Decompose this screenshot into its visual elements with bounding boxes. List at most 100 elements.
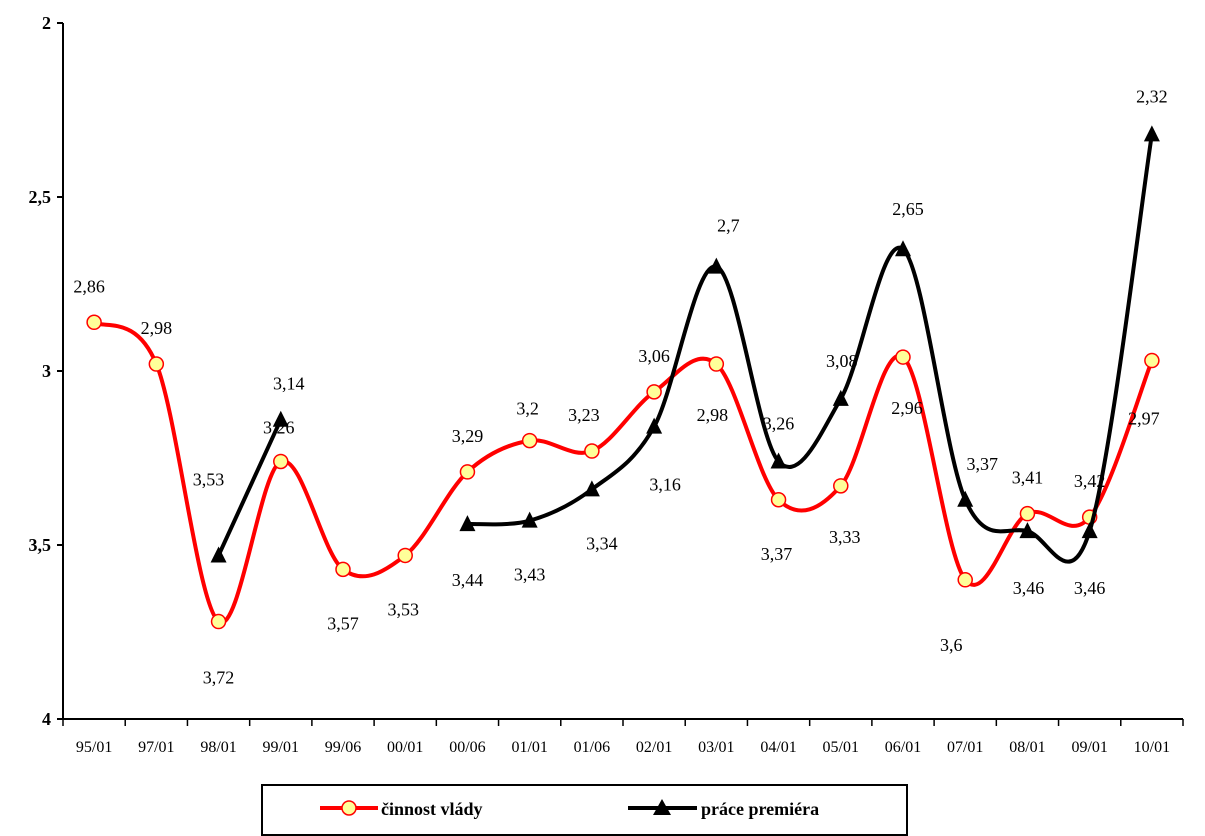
x-tick-label: 08/01	[1009, 739, 1045, 756]
series-1	[86, 314, 1160, 630]
data-label: 3,14	[273, 374, 305, 394]
series-2-point	[708, 257, 725, 274]
series-1-point	[895, 349, 911, 365]
x-tick-label: 00/01	[387, 739, 423, 756]
x-tick-label: 95/01	[76, 739, 112, 756]
data-label: 3,53	[387, 599, 419, 619]
legend-marker-series-1	[341, 800, 357, 816]
series-2-line	[467, 134, 1154, 564]
data-label: 3,41	[1012, 468, 1044, 488]
series-1-point	[708, 356, 725, 372]
series-2-point	[272, 410, 289, 427]
data-label: 3,2	[516, 399, 539, 419]
data-label: 3,43	[514, 565, 546, 585]
legend-marker-series-2	[653, 799, 671, 815]
series-2-line	[216, 418, 283, 557]
x-tick-label: 10/01	[1134, 739, 1170, 756]
x-tick-label: 02/01	[636, 739, 672, 756]
data-label: 2,98	[697, 405, 729, 425]
series-2-point	[646, 417, 663, 434]
data-label: 3,23	[568, 405, 600, 425]
series-1-point	[584, 443, 600, 459]
data-label: 3,26	[263, 417, 295, 437]
data-label: 3,6	[940, 635, 963, 655]
y-tick-label: 3,5	[29, 535, 52, 555]
axes: 2 2,5 3 3,5 4 95/01 97/01 98/01 99/01 99/06 00/01 0…	[29, 13, 1184, 756]
series-1-point	[521, 432, 538, 449]
x-tick-label: 98/01	[200, 739, 236, 756]
data-labels: 2,86 2,98 3,72 3,26 3,57 3,53 3,29 3,2 3,23 3,06 2…	[73, 86, 1167, 687]
data-label: 2,97	[1128, 409, 1160, 429]
data-label: 2,86	[73, 276, 105, 296]
data-label: 3,26	[763, 413, 795, 433]
series-1-point	[646, 384, 662, 400]
series-1-point	[397, 547, 413, 564]
y-tick-label: 2,5	[29, 187, 52, 207]
x-tick-label: 01/01	[511, 739, 547, 756]
data-label: 2,32	[1136, 86, 1168, 106]
series-2-point	[895, 240, 911, 257]
series-2-point	[459, 515, 476, 532]
data-label: 3,33	[829, 527, 861, 547]
series-2-point	[210, 546, 227, 563]
series-2-point	[521, 511, 538, 528]
data-label: 3,29	[452, 426, 484, 446]
x-tick-label: 06/01	[885, 739, 921, 756]
data-label: 2,98	[141, 318, 173, 338]
legend-label-series-2: práce premiéra	[701, 799, 819, 819]
legend: činnost vlády práce premiéra	[261, 784, 908, 836]
data-label: 3,08	[826, 351, 858, 371]
series-1-point	[770, 492, 787, 508]
series-2-point	[832, 389, 849, 406]
data-label: 3,37	[761, 544, 793, 564]
series-1-point	[86, 314, 102, 331]
data-label: 3,06	[638, 346, 670, 366]
x-tick-label: 07/01	[947, 739, 983, 756]
data-label: 3,37	[966, 454, 998, 474]
series-1-point	[1144, 352, 1160, 369]
series-2-point	[1081, 522, 1098, 539]
y-tick-label: 4	[42, 709, 51, 729]
series-1-point	[148, 356, 165, 372]
data-label: 3,42	[1074, 471, 1106, 491]
series-2-point	[770, 452, 787, 469]
data-label: 3,44	[452, 570, 484, 590]
data-label: 3,72	[203, 668, 235, 688]
series-1-point	[1019, 505, 1036, 522]
data-label: 3,57	[327, 613, 359, 633]
x-tick-label: 99/06	[325, 739, 361, 756]
series-1-line	[93, 320, 1154, 625]
series-1-point	[459, 464, 476, 480]
legend-label-series-1: činnost vlády	[381, 799, 483, 819]
data-label: 3,46	[1074, 578, 1106, 598]
x-tick-label: 03/01	[698, 739, 734, 756]
y-tick-label: 3	[42, 361, 51, 381]
series-2	[210, 125, 1160, 564]
series-1-point	[833, 478, 849, 494]
series-2-point	[1143, 125, 1160, 142]
x-tick-label: 00/06	[449, 739, 485, 756]
x-tick-label: 97/01	[138, 739, 174, 756]
series-1-point	[957, 572, 973, 588]
data-label: 3,53	[193, 469, 225, 489]
data-label: 3,34	[586, 533, 618, 553]
series-1-point	[273, 453, 289, 470]
data-label: 3,46	[1013, 578, 1045, 598]
x-tick-label: 01/06	[574, 739, 610, 756]
data-label: 2,65	[892, 199, 924, 219]
data-label: 3,16	[649, 475, 681, 495]
series-layer	[86, 125, 1160, 630]
x-tick-label: 05/01	[823, 739, 859, 756]
x-tick-label: 04/01	[760, 739, 796, 756]
data-label: 2,96	[891, 398, 923, 418]
series-2-point	[583, 480, 600, 497]
series-1-point	[210, 613, 227, 630]
x-tick-label: 99/01	[263, 739, 299, 756]
data-label: 2,7	[717, 216, 740, 236]
y-tick-label: 2	[42, 13, 51, 33]
series-1-point	[335, 561, 351, 578]
x-tick-label: 09/01	[1071, 739, 1107, 756]
series-2-point	[1019, 522, 1036, 539]
series-2-point	[957, 490, 974, 507]
